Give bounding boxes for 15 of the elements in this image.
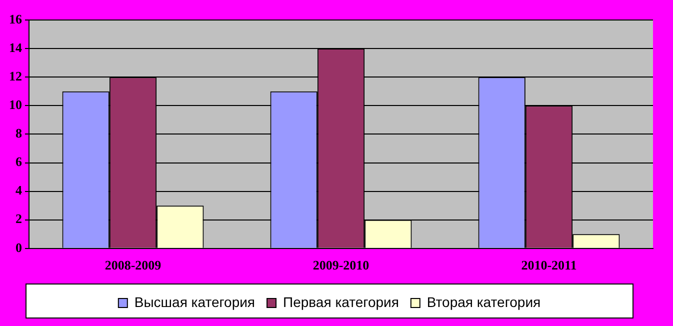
y-tick-label: 16 (9, 11, 22, 26)
y-tick-label: 2 (16, 211, 22, 226)
y-tick-label: 4 (16, 182, 22, 198)
x-tick-label: 2010-2011 (521, 258, 577, 273)
legend-label: Высшая категория (134, 294, 256, 310)
x-tick-label: 2009-2010 (312, 258, 370, 273)
y-tick-label: 14 (9, 40, 22, 55)
y-tick-label: 10 (9, 97, 22, 112)
y-tick-label: 12 (9, 68, 22, 84)
y-tick-label: 6 (16, 154, 22, 170)
y-tick-label: 0 (16, 240, 22, 255)
x-tick-label: 2008-2009 (104, 258, 162, 273)
legend-label: Вторая категория (426, 294, 541, 310)
y-tick-label: 8 (16, 126, 22, 141)
legend-label: Первая категория (283, 294, 399, 310)
